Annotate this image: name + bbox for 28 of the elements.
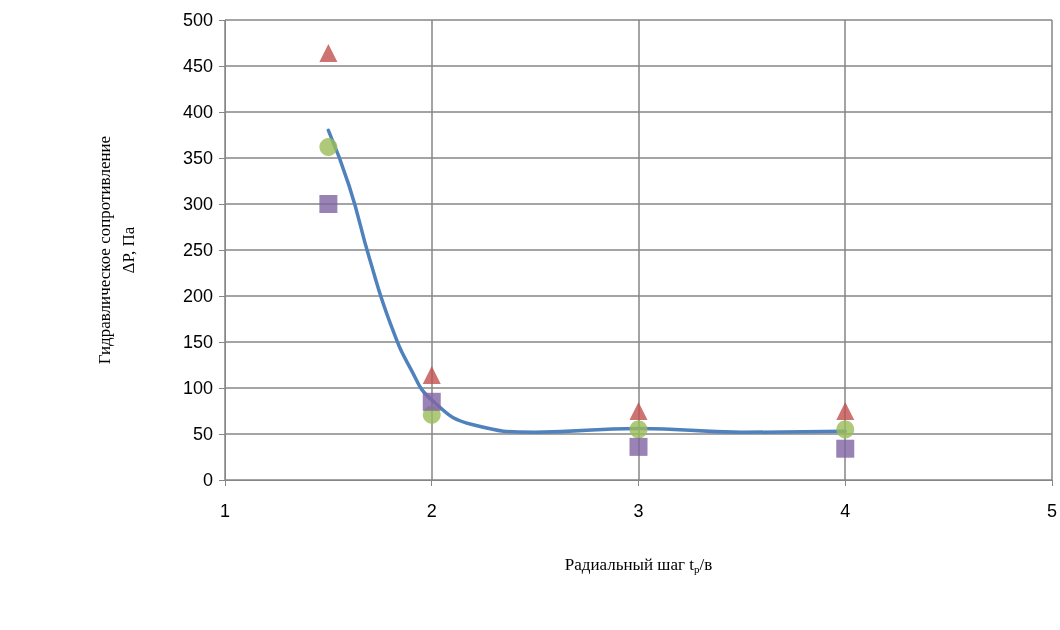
x-tick-label: 1 [219,501,231,521]
x-tick-label: 4 [840,501,851,521]
y-tick-label: 400 [182,102,213,122]
point [422,366,441,385]
y-axis-title: Гидравлическое сопротивление ΔP, Па [94,135,138,365]
x-tick-label: 5 [1046,501,1057,521]
y-tick-label: 300 [182,194,213,214]
point [629,420,648,439]
y-tick-label: 350 [182,148,213,168]
point [422,392,441,411]
point [629,437,648,456]
point [319,44,338,63]
point [319,195,338,213]
y-tick-label: 0 [202,470,213,490]
x-tick-label: 3 [633,501,644,521]
point [836,420,855,439]
point [319,137,338,156]
x-tick-label: 2 [426,501,437,521]
point [629,402,648,420]
point [836,402,855,420]
point [836,439,855,458]
y-tick-label: 500 [182,10,213,30]
y-tick-label: 200 [182,286,213,306]
y-tick-label: 50 [192,424,213,444]
y-tick-label: 150 [182,332,213,352]
y-tick-label: 250 [182,240,213,260]
y-tick-label: 450 [182,56,213,76]
y-tick-label: 100 [182,378,213,398]
